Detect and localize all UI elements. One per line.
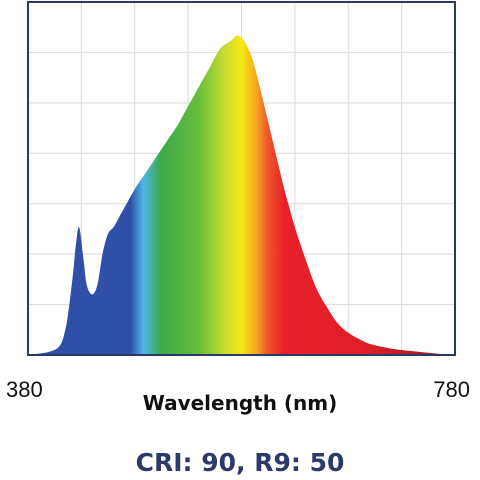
spectrum-area <box>28 35 455 355</box>
plot-frame <box>27 1 456 356</box>
x-tick-label-380: 380 <box>6 377 43 402</box>
x-axis-label: Wavelength (nm) <box>143 391 338 415</box>
cri-caption: CRI: 90, R9: 50 <box>135 448 345 477</box>
x-tick-label-780: 780 <box>433 377 470 402</box>
